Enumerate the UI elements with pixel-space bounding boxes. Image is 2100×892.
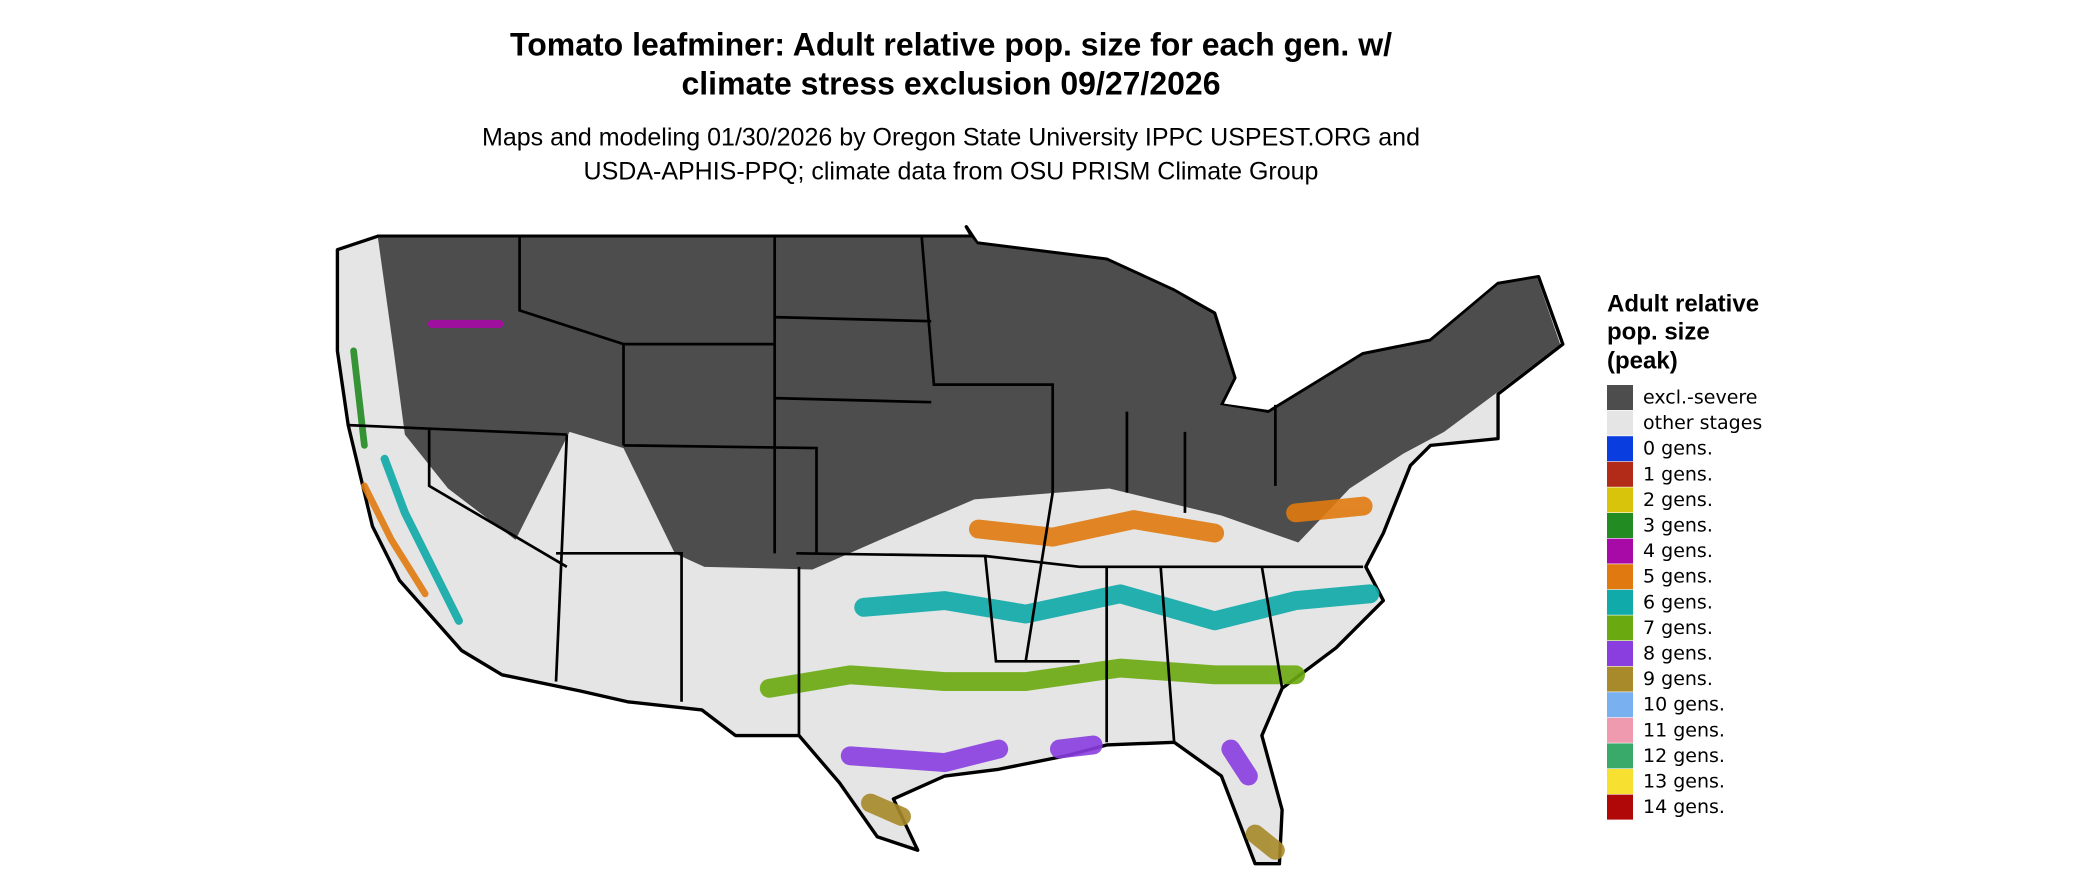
legend-swatch (1607, 641, 1633, 666)
legend-label: excl.-severe (1643, 387, 1758, 409)
border (348, 423, 569, 682)
legend-label: 6 gens. (1643, 591, 1713, 613)
legend-label: 12 gens. (1643, 745, 1725, 767)
band-8-gens (840, 739, 1009, 772)
border (796, 551, 1364, 736)
legend-label: 0 gens. (1643, 438, 1713, 460)
legend-label: 2 gens. (1643, 489, 1713, 511)
legend-label: 3 gens. (1643, 515, 1713, 537)
border (1125, 404, 1277, 513)
band-9-gens (1245, 824, 1285, 860)
legend-swatch (1607, 564, 1633, 590)
band-8-gens (1049, 735, 1103, 759)
legend-swatch (1607, 615, 1633, 641)
legend-swatch (1607, 794, 1633, 820)
band-5-gens (1286, 496, 1373, 523)
legend-label: 1 gens. (1643, 463, 1713, 485)
border (1105, 566, 1284, 743)
legend-swatch (1607, 589, 1633, 615)
band-5-gens (969, 510, 1225, 547)
legend-label: 9 gens. (1643, 668, 1713, 690)
band-9-gens (861, 793, 911, 826)
band-6-gens (854, 584, 1380, 631)
subtitle-line: USDA-APHIS-PPQ; climate data from OSU PR… (584, 158, 1319, 186)
legend-swatch (1607, 666, 1633, 692)
border (983, 492, 1080, 663)
region-excluded (377, 237, 1561, 570)
legend-label: 13 gens. (1643, 771, 1725, 793)
band-8-gens (1221, 739, 1258, 786)
band-7-gens (759, 658, 1306, 698)
legend-swatch (1607, 692, 1633, 718)
title-line: climate stress exclusion 09/27/2026 (681, 65, 1220, 101)
legend-label: 7 gens. (1643, 617, 1713, 639)
legend-label: 14 gens. (1643, 796, 1725, 818)
border (518, 237, 625, 446)
legend-swatch (1607, 513, 1633, 538)
legend-title: Adult relative (1607, 290, 1759, 317)
legend-label: 11 gens. (1643, 719, 1725, 741)
legend-swatch (1607, 717, 1633, 743)
us-map (335, 225, 1565, 866)
legend-swatch (1607, 769, 1633, 794)
title-line: Tomato leafminer: Adult relative pop. si… (510, 26, 1392, 62)
border (920, 237, 1055, 493)
legend-swatch (1607, 743, 1633, 769)
border (623, 237, 818, 554)
legend: Adult relative pop. size (peak) excl.-se… (1607, 290, 1762, 820)
legend-swatch (1607, 410, 1633, 436)
subtitle-line: Maps and modeling 01/30/2026 by Oregon S… (482, 124, 1420, 152)
band-west-5-gens (361, 482, 429, 598)
border (556, 551, 683, 702)
legend-swatch (1607, 436, 1633, 462)
legend-label: other stages (1643, 412, 1762, 434)
band-west-3-gens (350, 347, 368, 449)
legend-swatch (1607, 538, 1633, 564)
border (623, 315, 932, 404)
legend-title: pop. size (1607, 318, 1710, 345)
legend-swatch (1607, 487, 1633, 513)
state-borders (348, 237, 1364, 743)
legend-swatch (1607, 385, 1633, 410)
legend-label: 5 gens. (1643, 566, 1713, 588)
legend-label: 4 gens. (1643, 540, 1713, 562)
legend-swatch (1607, 461, 1633, 487)
legend-label: 8 gens. (1643, 643, 1713, 665)
legend-title: (peak) (1607, 347, 1678, 374)
band-west-6-gens (380, 454, 463, 625)
legend-label: 10 gens. (1643, 694, 1725, 716)
